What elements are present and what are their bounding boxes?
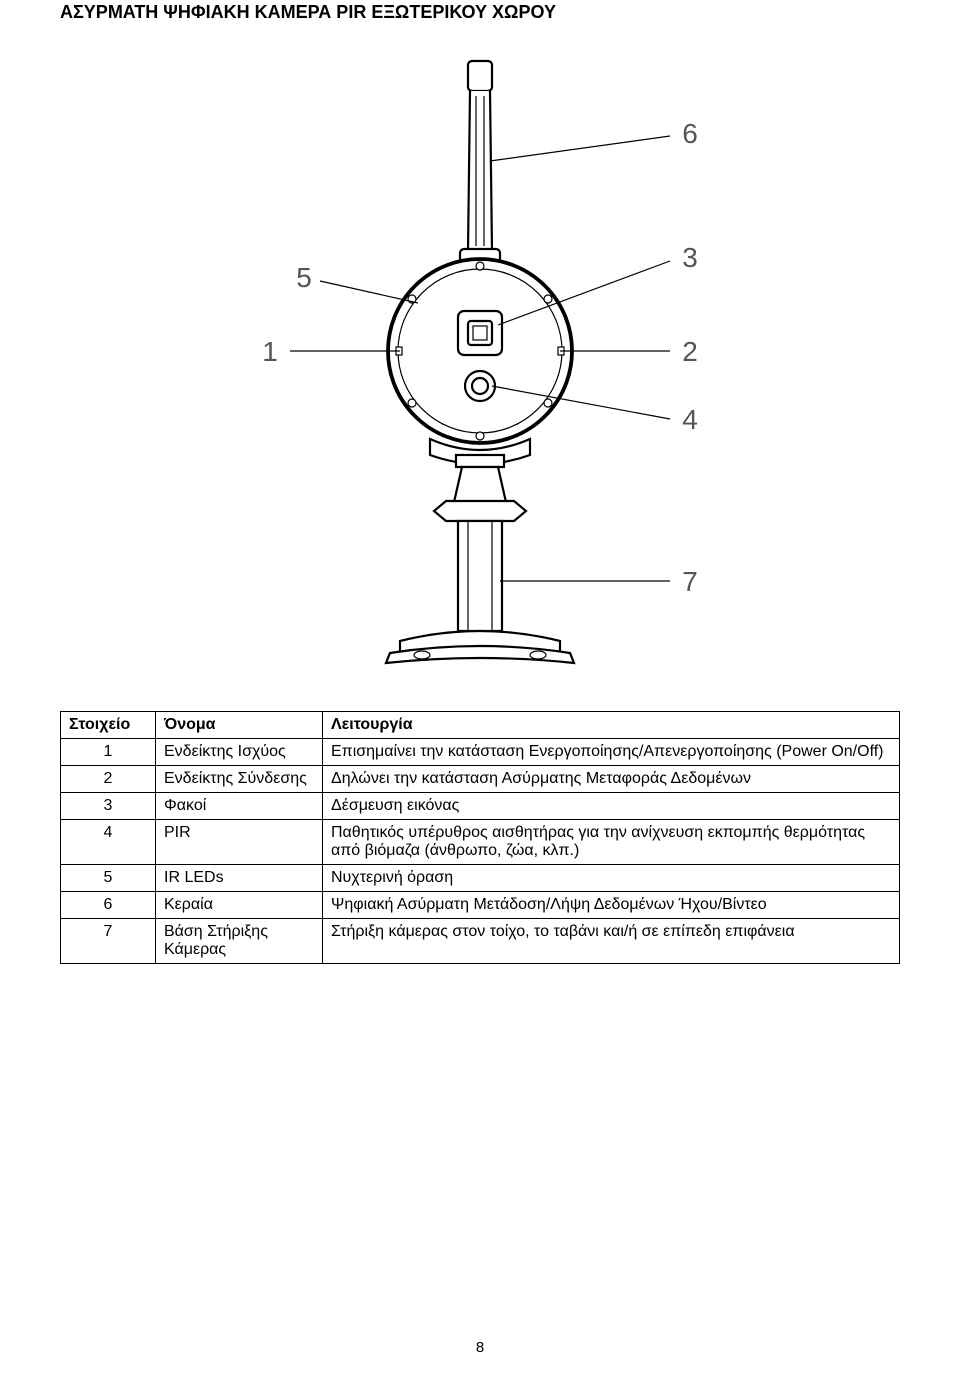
cell-func: Ψηφιακή Ασύρματη Μετάδοση/Λήψη Δεδομένων… [323,892,900,919]
callout-7: 7 [682,566,698,597]
callout-2: 2 [682,336,698,367]
table-header-row: Στοιχείο Όνομα Λειτουργία [61,712,900,739]
cell-num: 6 [61,892,156,919]
col-header-name: Όνομα [156,712,323,739]
cell-num: 5 [61,865,156,892]
callout-5: 5 [296,262,312,293]
col-header-func: Λειτουργία [323,712,900,739]
spec-table: Στοιχείο Όνομα Λειτουργία 1Ενδείκτης Ισχ… [60,711,900,964]
callout-3: 3 [682,242,698,273]
table-row: 2Ενδείκτης ΣύνδεσηςΔηλώνει την κατάσταση… [61,766,900,793]
cell-num: 7 [61,919,156,964]
cell-name: Βάση Στήριξης Κάμερας [156,919,323,964]
cell-name: Ενδείκτης Σύνδεσης [156,766,323,793]
callout-1: 1 [262,336,278,367]
table-row: 4PIRΠαθητικός υπέρυθρος αισθητήρας για τ… [61,820,900,865]
table-row: 1Ενδείκτης ΙσχύοςΕπισημαίνει την κατάστα… [61,739,900,766]
cell-num: 2 [61,766,156,793]
cell-num: 3 [61,793,156,820]
table-row: 6ΚεραίαΨηφιακή Ασύρματη Μετάδοση/Λήψη Δε… [61,892,900,919]
callout-6: 6 [682,118,698,149]
page-title: ΑΣΥΡΜΑΤΗ ΨΗΦΙΑΚΗ ΚΑΜΕΡΑ PIR ΕΞΩΤΕΡΙΚΟΥ Χ… [60,0,900,31]
callout-4: 4 [682,404,698,435]
camera-diagram: 1 2 3 4 5 6 7 [60,31,900,711]
cell-func: Στήριξη κάμερας στον τοίχο, το ταβάνι κα… [323,919,900,964]
cell-name: IR LEDs [156,865,323,892]
col-header-num: Στοιχείο [61,712,156,739]
camera-svg: 1 2 3 4 5 6 7 [200,41,760,681]
page-number: 8 [60,1339,900,1356]
cell-name: Κεραία [156,892,323,919]
table-row: 3ΦακοίΔέσμευση εικόνας [61,793,900,820]
table-row: 7Βάση Στήριξης ΚάμεραςΣτήριξη κάμερας στ… [61,919,900,964]
cell-func: Δηλώνει την κατάσταση Ασύρματης Μεταφορά… [323,766,900,793]
cell-num: 1 [61,739,156,766]
cell-func: Νυχτερινή όραση [323,865,900,892]
cell-func: Δέσμευση εικόνας [323,793,900,820]
cell-num: 4 [61,820,156,865]
table-row: 5IR LEDsΝυχτερινή όραση [61,865,900,892]
cell-name: Φακοί [156,793,323,820]
cell-func: Παθητικός υπέρυθρος αισθητήρας για την α… [323,820,900,865]
cell-name: Ενδείκτης Ισχύος [156,739,323,766]
cell-name: PIR [156,820,323,865]
cell-func: Επισημαίνει την κατάσταση Ενεργοποίησης/… [323,739,900,766]
